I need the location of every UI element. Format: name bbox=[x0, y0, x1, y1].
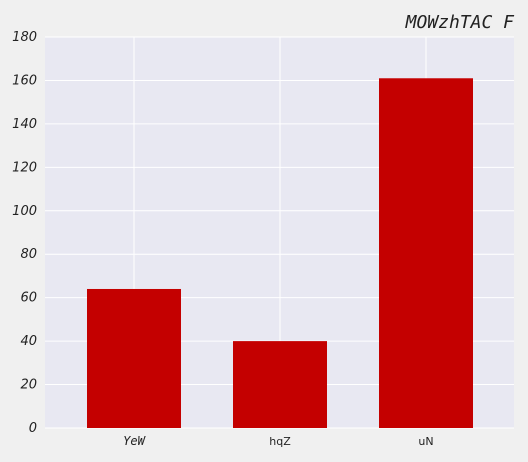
x-tick-label: hqZ bbox=[269, 435, 291, 448]
y-tick-label: 40 bbox=[20, 334, 37, 349]
bar-YeW bbox=[87, 288, 181, 428]
y-axis-ticks: 0 20 40 60 80 100 120 140 160 180 bbox=[12, 30, 37, 436]
y-tick-label: 180 bbox=[12, 30, 37, 45]
bar-uN bbox=[379, 78, 473, 429]
x-tick-label: YeW bbox=[123, 434, 146, 448]
bars-group bbox=[87, 78, 473, 429]
y-tick-label: 120 bbox=[12, 160, 37, 175]
y-tick-label: 160 bbox=[12, 73, 37, 88]
chart-title: MOWzhTAC F bbox=[405, 12, 516, 33]
y-tick-label: 60 bbox=[20, 291, 37, 306]
y-tick-label: 20 bbox=[20, 378, 37, 393]
bar-hqZ bbox=[233, 341, 327, 428]
y-tick-label: 140 bbox=[12, 117, 37, 132]
x-tick-label: uN bbox=[418, 435, 433, 448]
x-axis-ticks: YeW hqZ uN bbox=[123, 434, 433, 448]
y-tick-label: 0 bbox=[29, 421, 37, 436]
y-tick-label: 80 bbox=[20, 247, 37, 262]
y-tick-label: 100 bbox=[12, 204, 37, 219]
